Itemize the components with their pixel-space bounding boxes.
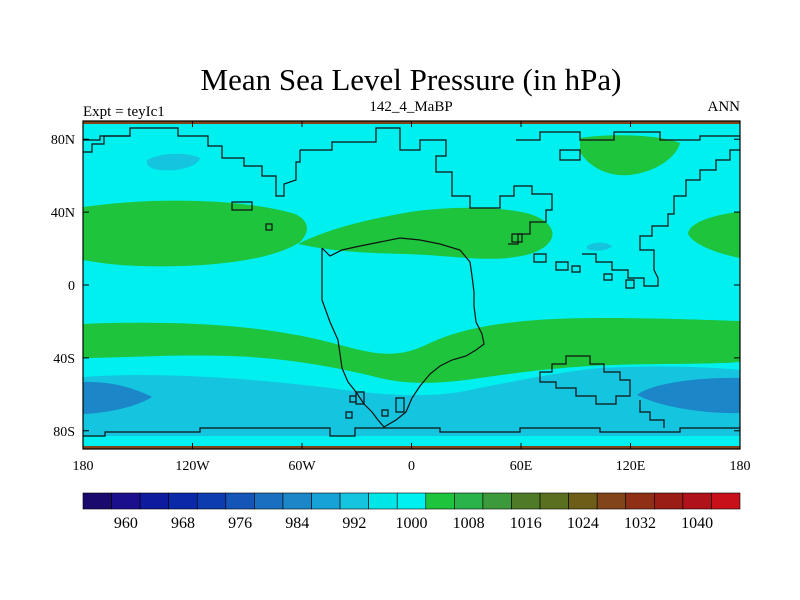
coastline-asia-north: [516, 131, 740, 141]
colorbar-swatch: [225, 492, 255, 510]
colorbar-label: 1000: [396, 515, 428, 532]
chart-title: Mean Sea Level Pressure (in hPa): [201, 62, 622, 97]
x-axis: 180 120W 60W 0 60E 120E 180: [73, 121, 751, 474]
pressure-region-north-polar-low-small: [587, 242, 612, 251]
colorbar-label: 984: [285, 515, 309, 532]
coastline-islands-tropical: [231, 201, 405, 413]
colorbar-label: 1032: [624, 515, 656, 532]
colorbar-swatch: [482, 492, 512, 510]
y-tick-label: 80S: [53, 425, 75, 440]
colorbar-label: 1024: [567, 515, 599, 532]
coastline-north-america-b: [486, 185, 553, 245]
colorbar-swatch: [654, 492, 684, 510]
colorbar-swatch: [339, 492, 369, 510]
colorbar-swatch: [311, 492, 341, 510]
coastline-southeast-islands: [511, 233, 635, 289]
experiment-label: Expt = teyIc1: [83, 104, 165, 120]
y-tick-label: 40S: [53, 352, 75, 367]
colorbar-swatch: [396, 492, 427, 510]
coastline-australia: [539, 355, 631, 405]
coastline-asia-east: [582, 149, 740, 287]
x-tick-label: 180: [730, 459, 751, 474]
colorbar-swatch: [568, 492, 598, 510]
colorbar: 960 968 976 984 992 1000 1008 1016 1024 1032 1040: [82, 492, 741, 532]
colorbar-swatch: [454, 492, 484, 510]
y-tick-label: 40N: [51, 206, 75, 221]
season-label: ANN: [708, 99, 741, 115]
pressure-region-east-pacific-high: [688, 212, 740, 258]
coastlines: [83, 127, 740, 437]
x-tick-label: 120E: [616, 459, 646, 474]
colorbar-swatch: [625, 492, 655, 510]
colorbar-label: 1040: [681, 515, 713, 532]
colorbar-swatch: [111, 492, 141, 510]
colorbar-label: 968: [171, 515, 195, 532]
colorbar-swatch: [368, 492, 398, 510]
colorbar-label: 1016: [510, 515, 542, 532]
coastline-arctic-islands: [83, 135, 581, 161]
pressure-region-north-atlantic-highs: [83, 200, 307, 267]
coastline-antarctica: [83, 427, 740, 437]
y-tick-label: 0: [68, 279, 75, 294]
colorbar-swatch: [682, 492, 712, 510]
colorbar-swatch: [539, 492, 569, 510]
x-tick-label: 120W: [175, 459, 210, 474]
colorbar-swatch: [82, 492, 112, 510]
pressure-region-southern-subtropical-high-belt: [83, 318, 740, 383]
pressure-region-southern-ocean-deep-low-east: [637, 377, 740, 414]
pressure-contour-field: [83, 121, 740, 449]
x-tick-label: 180: [73, 459, 94, 474]
colorbar-swatch: [596, 492, 627, 510]
colorbar-label: 960: [114, 515, 138, 532]
time-label: 142_4_MaBP: [369, 99, 452, 115]
coastline-southern-islands: [345, 395, 389, 419]
colorbar-swatch: [711, 492, 741, 510]
pressure-region-north-polar-low: [146, 153, 200, 171]
coastline-north-america-a: [300, 127, 486, 209]
coastline-east-antarctic-peninsula: [639, 400, 665, 428]
colorbar-swatch: [425, 492, 455, 510]
pressure-region-southern-ocean-trough: [83, 366, 740, 436]
y-axis: 80N 40N 0 40S 80S: [51, 133, 740, 440]
x-tick-label: 60E: [510, 459, 533, 474]
colorbar-label: 992: [342, 515, 366, 532]
colorbar-swatch: [282, 492, 312, 510]
colorbar-label: 1008: [453, 515, 485, 532]
colorbar-label: 976: [228, 515, 252, 532]
pressure-region-north-polar-high-patch: [580, 135, 680, 176]
y-tick-label: 80N: [51, 133, 75, 148]
coastline-south-america: [321, 237, 485, 428]
colorbar-swatch: [139, 492, 169, 510]
colorbar-swatch: [168, 492, 198, 510]
colorbar-swatch: [196, 492, 227, 510]
pressure-region-southern-ocean-deep-low-west: [83, 381, 152, 414]
x-tick-label: 0: [408, 459, 415, 474]
x-tick-label: 60W: [288, 459, 316, 474]
colorbar-swatch: [511, 492, 541, 510]
colorbar-swatch: [254, 492, 284, 510]
